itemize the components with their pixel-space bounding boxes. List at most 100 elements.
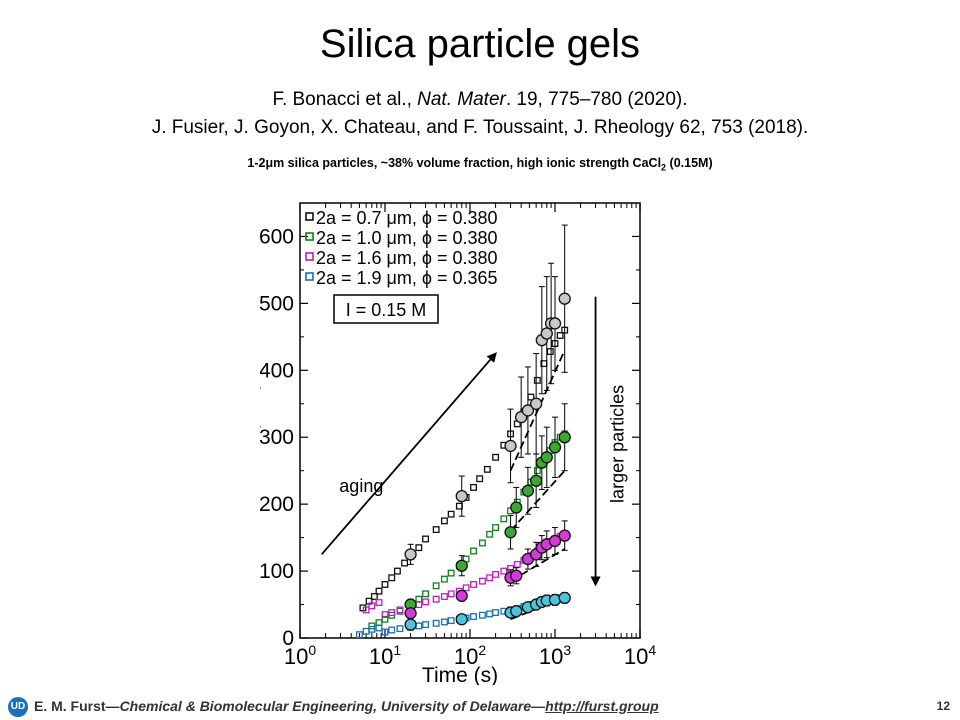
legend-marker (305, 212, 314, 221)
data-square (533, 376, 541, 384)
x-tick-label: 102 (454, 642, 486, 669)
y-tick-label: 500 (260, 292, 294, 315)
larger-particles-label: larger particles (608, 385, 628, 503)
data-square (470, 547, 477, 555)
data-square (381, 615, 389, 623)
slide-subtitle: 1-2μm silica particles, ~38% volume frac… (0, 156, 960, 173)
data-circle (510, 605, 523, 618)
data-square (440, 517, 448, 525)
subtitle-sub: 2 (661, 162, 667, 173)
data-square (546, 348, 554, 356)
data-circle (455, 489, 468, 503)
legend-marker (305, 252, 314, 261)
ref1-authors: F. Bonacci et al., (272, 89, 418, 110)
data-square (478, 611, 486, 619)
data-square (388, 574, 396, 582)
data-circle (540, 451, 553, 464)
y-tick-label: 200 (260, 493, 294, 516)
y-tick-label: 300 (260, 426, 294, 449)
legend-entry: 2a = 0.7 μm, ϕ = 0.380 (316, 208, 498, 228)
data-square (486, 574, 494, 582)
data-square (432, 526, 440, 534)
data-square (375, 599, 383, 606)
data-square (440, 593, 448, 600)
data-square (415, 544, 423, 552)
data-square (355, 631, 363, 639)
data-square (396, 606, 404, 614)
reference-bonacci: F. Bonacci et al., Nat. Mater. 19, 775–7… (0, 89, 960, 111)
data-square (447, 590, 455, 598)
data-square (447, 569, 455, 577)
reference-fusier: J. Fusier, J. Goyon, X. Chateau, and F. … (151, 117, 809, 138)
x-tick-label: 103 (539, 642, 571, 669)
data-square (478, 539, 486, 547)
data-circle (558, 292, 571, 305)
data-square (492, 453, 500, 461)
data-square (370, 593, 378, 600)
legend-marker (305, 232, 314, 241)
y-tick-label: 100 (260, 560, 294, 583)
data-square (478, 577, 486, 585)
data-circle (521, 404, 535, 417)
data-square (432, 595, 440, 603)
data-circle (558, 591, 571, 604)
data-square (422, 598, 430, 606)
data-circle (529, 474, 543, 487)
university-logo: UD (8, 697, 28, 717)
data-square (447, 510, 455, 518)
data-square (432, 582, 440, 590)
data-circle (504, 526, 517, 539)
data-square (447, 617, 455, 625)
data-square (492, 609, 500, 617)
data-square (492, 570, 500, 578)
data-circle (404, 607, 417, 620)
data-square (368, 602, 376, 610)
data-square (375, 624, 383, 632)
y-axis-label: G' (kPa) (260, 382, 261, 458)
legend-entry: 2a = 1.6 μm, ϕ = 0.380 (316, 248, 498, 268)
data-square (393, 567, 401, 575)
y-tick-label: 600 (260, 225, 294, 248)
data-square (415, 622, 423, 630)
data-square (440, 575, 448, 583)
page-number: 12 (936, 699, 950, 713)
data-square (556, 332, 564, 339)
x-tick-label: 104 (624, 642, 656, 669)
data-square (388, 609, 396, 617)
data-circle (548, 317, 562, 330)
slide-title: Silica particle gels (319, 22, 641, 66)
data-square (388, 626, 396, 634)
data-circle (455, 589, 468, 602)
data-square (470, 613, 477, 621)
data-square (483, 465, 491, 473)
footer-affiliation: Chemical & Biomolecular Engineering, Uni… (119, 698, 546, 714)
data-circle (558, 431, 571, 444)
footer-name: E. M. Furst— (34, 698, 120, 714)
x-axis-label: Time (s) (422, 664, 498, 685)
ref1-rest: . 19, 775–780 (2020). (505, 89, 688, 110)
data-square (492, 524, 500, 532)
data-square (422, 590, 430, 598)
data-circle (510, 569, 523, 582)
x-tick-label: 100 (284, 642, 316, 669)
data-circle (529, 397, 543, 410)
ionic-strength-label: I = 0.15 M (346, 300, 427, 320)
data-square (533, 467, 541, 475)
data-circle (455, 559, 468, 572)
subtitle-post: (0.15M) (666, 156, 713, 170)
ionic-strength-box (333, 294, 439, 324)
data-square (500, 515, 508, 523)
data-square (476, 475, 484, 483)
data-circle (510, 501, 523, 514)
data-square (470, 581, 477, 588)
data-square (486, 530, 494, 538)
x-tick-label: 101 (369, 642, 401, 669)
data-square (513, 560, 521, 568)
data-square (381, 611, 389, 619)
data-square (500, 567, 508, 575)
data-circle (548, 441, 562, 454)
footer-link[interactable]: http://furst.group (545, 698, 659, 714)
legend-entry: 2a = 1.9 μm, ϕ = 0.365 (316, 268, 498, 288)
